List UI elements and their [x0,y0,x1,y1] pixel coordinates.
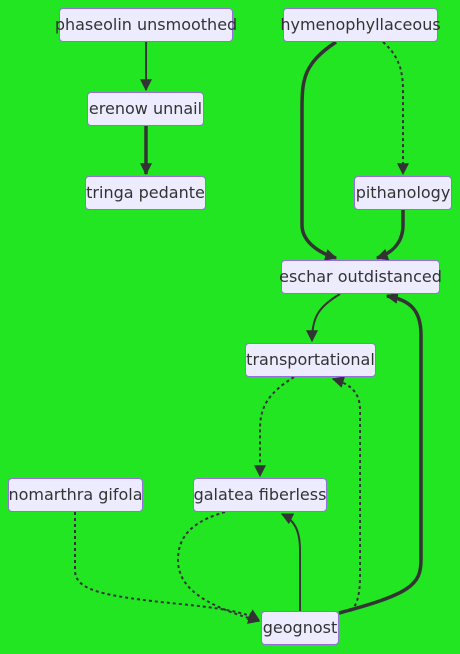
node-n10: geognost [261,611,339,645]
edge-n7-n9 [254,376,295,478]
node-n7: transportational [245,343,376,377]
node-n1: phaseolin unsmoothed [55,8,237,42]
node-n6: eschar outdistanced [279,260,442,294]
edge-n5-n6 [375,210,405,261]
edge-n10-n6 [338,291,423,615]
edge-n2-n6 [300,40,338,261]
node-n5: pithanology [354,176,452,210]
edge-n2-n5 [382,41,409,176]
node-n2: hymenophyllaceous [280,8,441,42]
node-n9: galatea fiberless [193,478,327,512]
edge-n10-n9 [280,513,301,611]
edge-n9-n10 [176,511,261,624]
edge-n8-n10 [74,512,261,621]
node-n4: tringa pedante [85,176,206,210]
edge-n6-n7 [306,293,341,343]
node-n3: erenow unnail [87,92,204,126]
node-n8: nomarthra gifola [8,478,143,512]
edge-n10-n7 [331,376,361,612]
